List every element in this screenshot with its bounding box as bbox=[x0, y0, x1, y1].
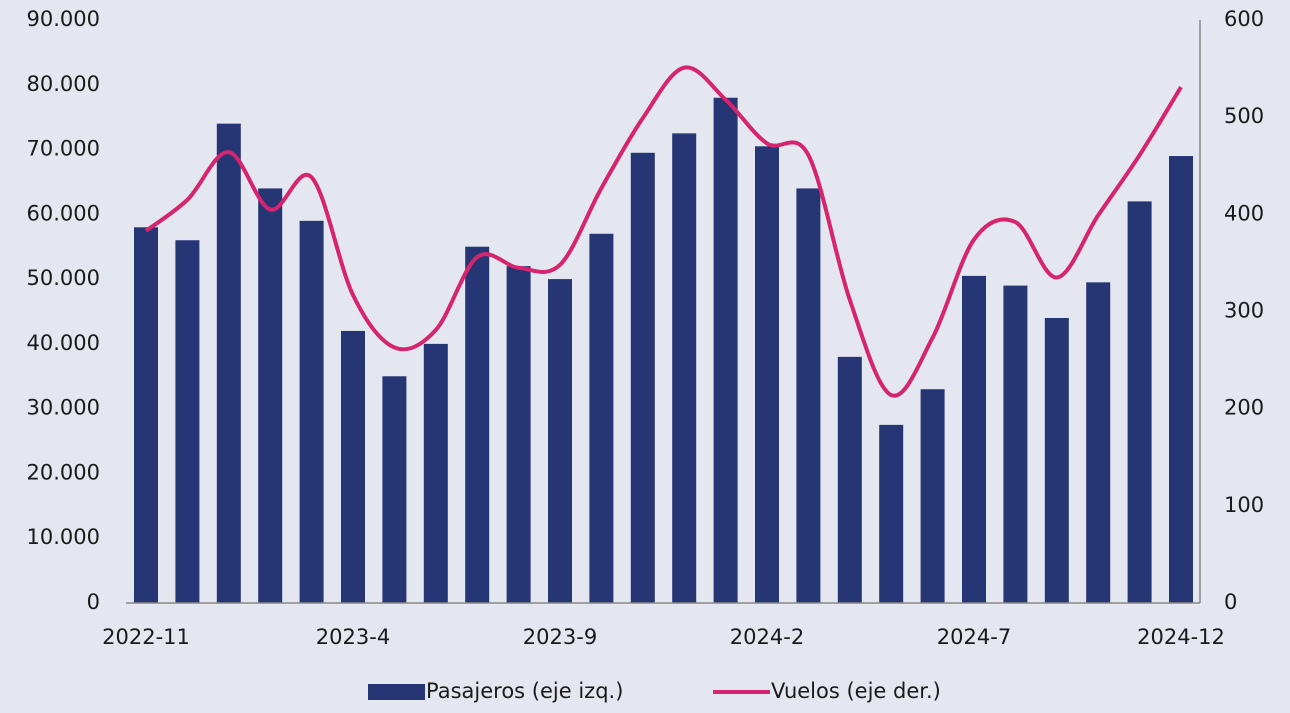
bar bbox=[920, 389, 945, 603]
bar bbox=[1044, 317, 1069, 603]
x-tick-label: 2023-4 bbox=[316, 625, 390, 649]
y-tick-label: 90.000 bbox=[27, 7, 100, 31]
bar bbox=[216, 123, 241, 604]
bar bbox=[299, 220, 324, 604]
y2-tick-label: 400 bbox=[1224, 201, 1264, 225]
bar bbox=[134, 227, 158, 604]
bar bbox=[1127, 201, 1152, 603]
y-tick-label: 50.000 bbox=[27, 266, 100, 290]
y-tick-label: 10.000 bbox=[27, 525, 100, 549]
legend-label: Pasajeros (eje izq.) bbox=[426, 679, 623, 703]
legend-swatch bbox=[368, 684, 425, 700]
y-tick-label: 30.000 bbox=[27, 396, 100, 420]
y2-tick-label: 500 bbox=[1224, 104, 1264, 128]
bar bbox=[796, 188, 821, 603]
bar bbox=[630, 152, 655, 604]
bar bbox=[755, 146, 779, 604]
bar bbox=[175, 240, 200, 603]
bar bbox=[423, 343, 448, 603]
x-tick-label: 2023-9 bbox=[523, 625, 597, 649]
y-tick-label: 70.000 bbox=[27, 137, 100, 161]
bar bbox=[589, 233, 614, 603]
x-tick-label: 2024-2 bbox=[730, 625, 804, 649]
y2-tick-label: 200 bbox=[1224, 396, 1264, 420]
bar bbox=[837, 356, 862, 603]
x-tick-label: 2024-12 bbox=[1137, 625, 1225, 649]
bar bbox=[548, 279, 572, 603]
y-tick-label: 60.000 bbox=[27, 201, 100, 225]
bar bbox=[506, 266, 531, 603]
y-tick-label: 20.000 bbox=[27, 460, 100, 484]
x-tick-label: 2024-7 bbox=[937, 625, 1011, 649]
bar bbox=[465, 246, 490, 603]
bar bbox=[1003, 285, 1028, 603]
y2-tick-label: 0 bbox=[1224, 590, 1237, 614]
bar bbox=[713, 97, 738, 603]
bar bbox=[258, 188, 283, 603]
bar bbox=[962, 275, 986, 603]
y2-tick-label: 100 bbox=[1224, 493, 1264, 517]
bar bbox=[672, 133, 697, 603]
y-tick-label: 80.000 bbox=[27, 72, 100, 96]
line bbox=[144, 65, 1183, 398]
y-tick-label: 40.000 bbox=[27, 331, 100, 355]
bar bbox=[1169, 156, 1193, 604]
legend-label: Vuelos (eje der.) bbox=[771, 679, 941, 703]
x-tick-label: 2022-11 bbox=[102, 625, 190, 649]
y2-tick-label: 600 bbox=[1224, 7, 1264, 31]
y2-tick-label: 300 bbox=[1224, 299, 1264, 323]
bar bbox=[341, 330, 365, 603]
bar bbox=[1086, 282, 1111, 603]
y-tick-label: 0 bbox=[87, 590, 100, 614]
bar bbox=[382, 376, 407, 603]
bar bbox=[879, 424, 904, 603]
